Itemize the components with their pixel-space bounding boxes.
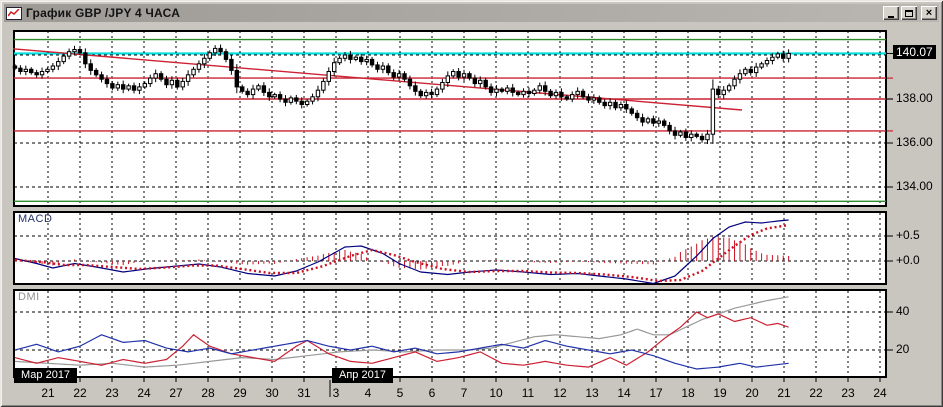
x-axis-date-label: 24 xyxy=(137,386,151,400)
x-axis-date-label: 23 xyxy=(841,386,855,400)
dmi-panel[interactable]: DMI xyxy=(13,289,887,378)
axis-label: 134.00 xyxy=(896,179,933,193)
x-axis-date-label: 4 xyxy=(364,386,372,400)
x-axis-date-label: 22 xyxy=(73,386,87,400)
x-axis-date-label: 23 xyxy=(105,386,119,400)
axis-label: 136.00 xyxy=(896,135,933,149)
close-icon: × xyxy=(925,7,933,19)
x-axis-date-label: 7 xyxy=(460,386,468,400)
x-axis-date-label: 11 xyxy=(521,386,535,400)
x-axis-date-label: 28 xyxy=(201,386,215,400)
x-axis-date-label: 22 xyxy=(809,386,823,400)
x-axis-date-label: 19 xyxy=(713,386,727,400)
x-axis-date-label: 18 xyxy=(681,386,695,400)
minimize-button[interactable] xyxy=(883,6,899,20)
x-axis-date-label: 5 xyxy=(396,386,404,400)
last-price-tag: 140.07 xyxy=(893,45,936,60)
chart-icon xyxy=(6,6,22,20)
close-button[interactable]: × xyxy=(921,6,937,20)
x-axis-date-label: 10 xyxy=(489,386,503,400)
axis-label: 138.00 xyxy=(896,91,933,105)
maximize-button[interactable] xyxy=(901,6,917,20)
x-axis-date-label: 12 xyxy=(553,386,567,400)
title-bar[interactable]: График GBP /JPY 4 ЧАСА × xyxy=(4,4,939,22)
x-axis-date-label: 3 xyxy=(332,386,340,400)
axis-label: 20 xyxy=(896,342,910,356)
x-axis-date-label: 17 xyxy=(649,386,663,400)
dmi-panel-label: DMI xyxy=(18,291,40,303)
axis-label: +0.5 xyxy=(896,228,920,242)
x-axis-date-label: 30 xyxy=(265,386,279,400)
x-axis-date-label: 29 xyxy=(233,386,247,400)
x-axis-date-label: 21 xyxy=(41,386,55,400)
x-axis-date-label: 13 xyxy=(585,386,599,400)
axis-label: 40 xyxy=(896,304,910,318)
maximize-icon xyxy=(905,9,913,17)
window-title: График GBP /JPY 4 ЧАСА xyxy=(26,6,181,20)
x-axis-date-label: 14 xyxy=(617,386,631,400)
x-axis-date-label: 20 xyxy=(745,386,759,400)
minimize-icon xyxy=(888,16,894,18)
axis-label: +0.0 xyxy=(896,253,920,267)
price-chart-panel[interactable] xyxy=(13,30,887,207)
x-axis-date-label: 6 xyxy=(428,386,436,400)
x-axis-date-label: 31 xyxy=(297,386,311,400)
x-axis-date-label: 21 xyxy=(777,386,791,400)
macd-panel-label: MACD xyxy=(18,213,53,225)
x-axis-date-label: 27 xyxy=(169,386,183,400)
x-axis-date-label: 24 xyxy=(873,386,887,400)
macd-panel[interactable]: MACD xyxy=(13,211,887,285)
